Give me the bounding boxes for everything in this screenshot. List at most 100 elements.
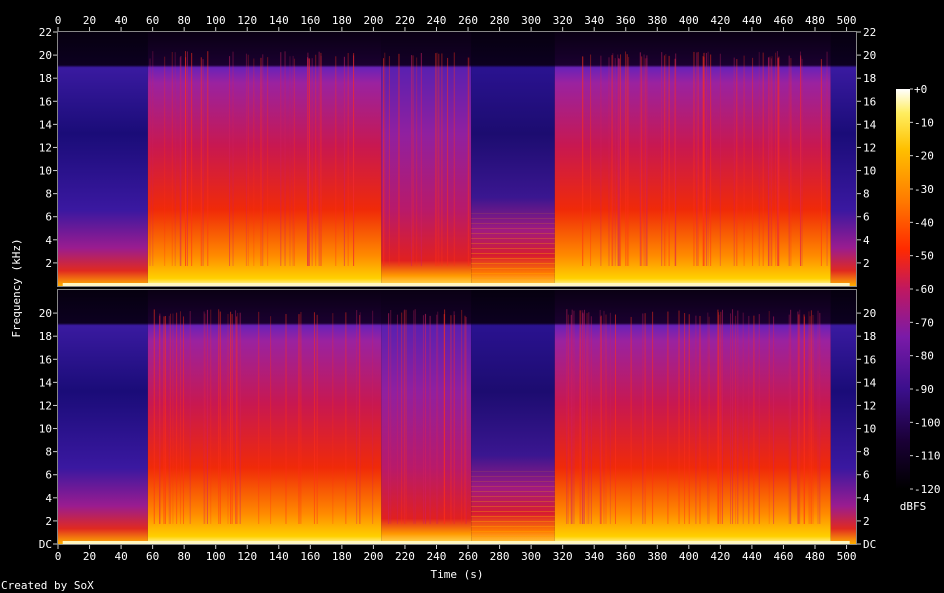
transient-streak (722, 309, 724, 524)
transient-streak (675, 58, 677, 267)
colorbar-tick-label: -50 (914, 250, 934, 263)
harmonic-line (471, 481, 555, 482)
y-tick-label: 4 (45, 234, 52, 247)
transient-streak (285, 313, 287, 524)
spectrogram-segment (58, 290, 148, 544)
transient-streak (412, 55, 414, 267)
transient-streak (359, 312, 361, 524)
spectrogram-segment (471, 32, 555, 286)
transient-streak (611, 55, 613, 267)
x-axis-bottom: 0 20 40 60 80 100 120 140 160 180 200 220 240 260 280 3… (55, 545, 856, 563)
transient-streak (247, 54, 249, 266)
transient-streak (800, 55, 802, 266)
x-tick-label: 100 (206, 550, 226, 563)
colorbar-tick-label: -70 (914, 316, 934, 329)
transient-streak (586, 313, 588, 524)
spectrogram-channel-2 (58, 290, 856, 544)
transient-streak (345, 312, 347, 524)
transient-streak (467, 57, 469, 267)
y-tick-label: 4 (863, 234, 870, 247)
transient-streak (253, 58, 255, 266)
transient-streak (384, 52, 386, 267)
transient-streak (284, 51, 286, 266)
colorbar-tick-label: -120 (914, 483, 941, 496)
y-tick-label: 18 (39, 330, 52, 343)
transient-streak (618, 58, 620, 266)
transient-streak (608, 57, 610, 266)
transient-streak (372, 310, 374, 524)
x-tick-label: 160 (300, 14, 320, 27)
transient-streak (189, 311, 191, 524)
transient-streak (179, 311, 181, 524)
transient-streak (705, 53, 707, 266)
transient-streak (425, 314, 427, 524)
transient-streak (315, 54, 317, 267)
transient-streak (588, 312, 590, 524)
x-tick-label: 420 (710, 550, 730, 563)
transient-streak (773, 316, 775, 524)
transient-streak (180, 55, 182, 266)
transient-streak (468, 57, 470, 266)
transient-streak (582, 56, 584, 266)
transient-streak (230, 311, 232, 524)
colorbar-tick-label: -90 (914, 383, 934, 396)
transient-streak (343, 56, 345, 267)
spectrogram-segment (830, 290, 856, 544)
transient-streak (435, 53, 437, 267)
transient-streak (790, 309, 792, 524)
x-tick-label: 480 (805, 14, 825, 27)
transient-streak (643, 54, 645, 266)
harmonic-line (471, 486, 555, 487)
transient-streak (289, 56, 291, 266)
harmonic-line (471, 491, 555, 492)
transient-streak (191, 52, 193, 267)
transient-streak (359, 315, 361, 524)
transient-streak (752, 57, 754, 266)
transient-streak (603, 310, 605, 524)
transient-streak (799, 309, 801, 524)
y-tick-label: 18 (39, 72, 52, 85)
harmonic-line (471, 263, 555, 264)
transient-streak (262, 54, 264, 267)
x-tick-label: 0 (55, 14, 62, 27)
transient-streak (232, 51, 234, 267)
transient-streak (788, 314, 790, 524)
x-axis-top: 0 20 40 60 80 100 120 140 160 180 200 220 240 260 280 3… (55, 14, 856, 31)
x-tick-label: 0 (55, 550, 62, 563)
transient-streak (803, 314, 805, 524)
transient-streak (748, 315, 750, 524)
transient-streak (308, 58, 310, 267)
transient-streak (298, 314, 300, 524)
x-tick-label: 40 (114, 14, 127, 27)
y-tick-label: 22 (39, 26, 52, 39)
x-tick-label: 180 (332, 550, 352, 563)
colorbar-tick-label: -80 (914, 350, 934, 363)
x-tick-label: 380 (647, 14, 667, 27)
transient-streak (453, 52, 455, 266)
transient-streak (625, 51, 627, 267)
harmonic-line (471, 253, 555, 254)
transient-streak (801, 58, 803, 267)
x-tick-label: 100 (206, 14, 226, 27)
spectrogram-segment (554, 32, 831, 286)
y-tick-label: 2 (45, 257, 52, 270)
harmonic-line (471, 218, 555, 219)
transient-streak (436, 52, 438, 267)
transient-streak (753, 315, 755, 524)
transient-streak (424, 313, 426, 524)
transient-streak (777, 58, 779, 266)
plot-frame-top (57, 31, 857, 287)
transient-streak (703, 57, 705, 266)
harmonic-line (471, 278, 555, 279)
y-tick-label: 16 (39, 353, 52, 366)
y-tick-label: 22 (863, 26, 876, 39)
transient-streak (768, 57, 770, 267)
transient-streak (661, 52, 663, 266)
x-tick-label: 80 (178, 550, 191, 563)
harmonic-line (471, 213, 555, 214)
transient-streak (236, 316, 238, 524)
harmonic-line (471, 496, 555, 497)
y-tick-label: 14 (863, 376, 877, 389)
transient-streak (710, 54, 712, 266)
